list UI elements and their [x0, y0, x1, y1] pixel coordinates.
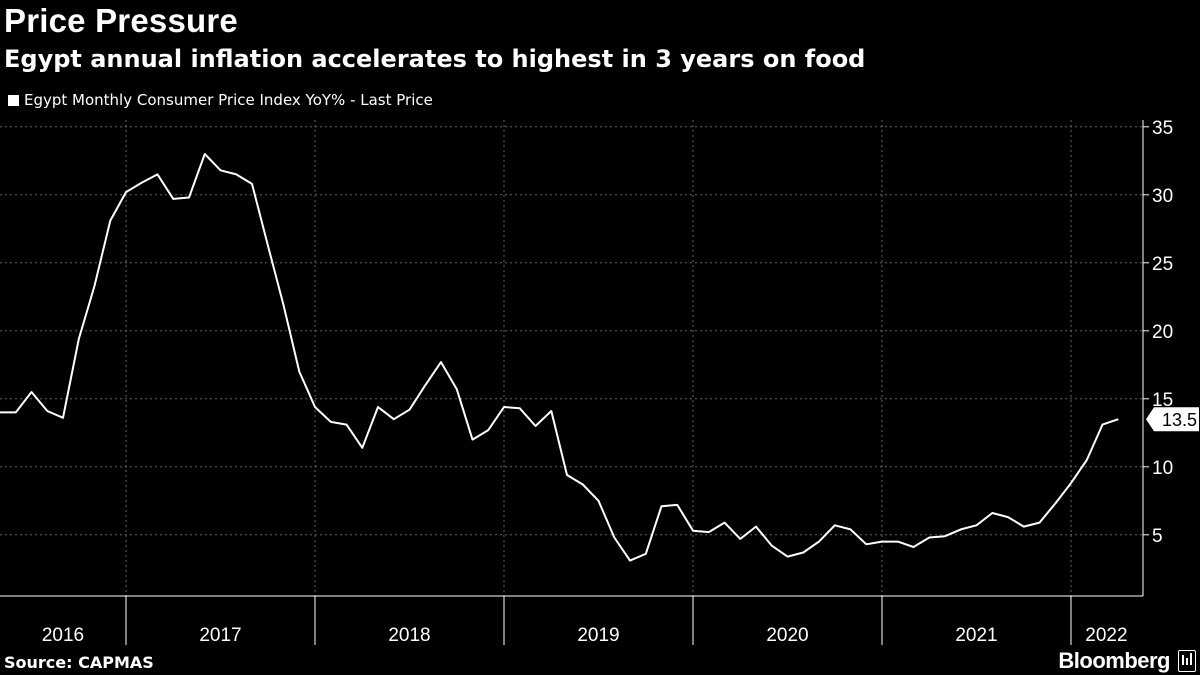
x-tick-label: 2021	[955, 625, 997, 646]
last-value-label: 13.5	[1162, 410, 1197, 430]
y-tick-label: 35	[1152, 118, 1173, 139]
last-value-callout	[1146, 407, 1199, 432]
legend: Egypt Monthly Consumer Price Index YoY% …	[8, 91, 433, 109]
x-tick-label: 2016	[42, 625, 84, 646]
source-note: Source: CAPMAS	[4, 653, 154, 672]
brand-logo: Bloomberg	[1058, 648, 1170, 673]
x-tick-label: 2022	[1085, 625, 1127, 646]
y-tick-label: 10	[1152, 458, 1173, 479]
y-tick-label: 15	[1152, 390, 1173, 411]
y-tick-label: 30	[1152, 186, 1173, 207]
terminal-icon	[1178, 650, 1196, 672]
x-tick-label: 2020	[766, 625, 808, 646]
x-tick-label: 2017	[199, 625, 241, 646]
chart-subtitle: Egypt annual inflation accelerates to hi…	[4, 45, 866, 73]
chart-title: Price Pressure	[4, 2, 238, 39]
legend-label: Egypt Monthly Consumer Price Index YoY% …	[24, 91, 433, 109]
x-tick-label: 2019	[577, 625, 619, 646]
series-line-cpi	[0, 153, 1119, 562]
x-tick-label: 2018	[388, 625, 430, 646]
legend-swatch	[8, 94, 19, 106]
y-tick-label: 5	[1152, 526, 1163, 547]
y-tick-label: 20	[1152, 322, 1173, 343]
y-tick-label: 25	[1152, 254, 1173, 275]
